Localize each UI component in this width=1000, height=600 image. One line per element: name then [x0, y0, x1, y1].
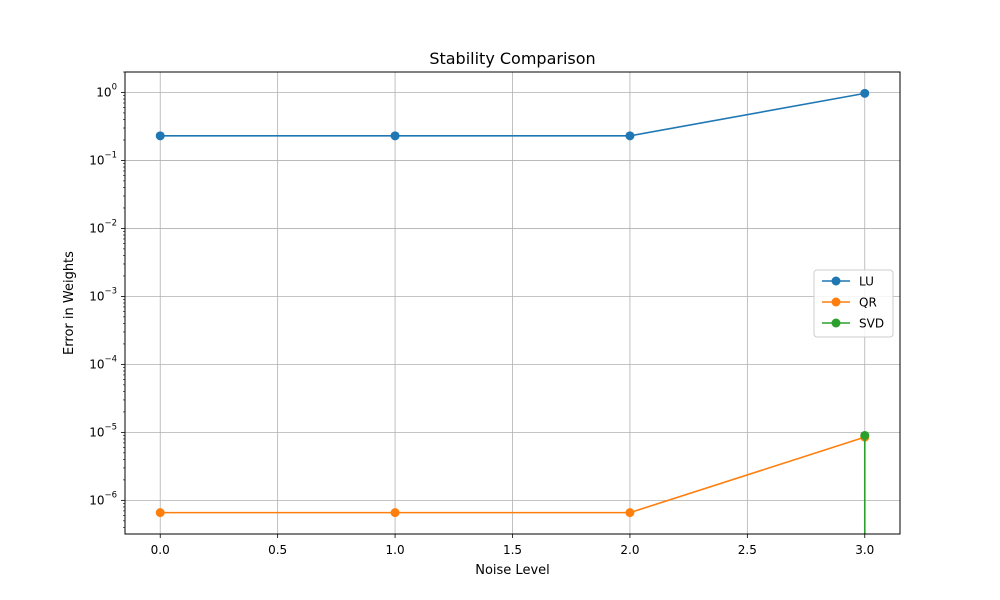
y-tick-base: 10 [96, 85, 111, 99]
y-tick-base: 10 [89, 493, 104, 507]
series-svd [860, 430, 870, 534]
y-tick-label: 10−3 [89, 286, 117, 303]
y-axis-label: Error in Weights [62, 251, 77, 355]
y-tick-base: 10 [89, 425, 104, 439]
legend-swatch-marker [831, 276, 841, 286]
chart-title: Stability Comparison [429, 49, 595, 68]
y-tick-base: 10 [89, 357, 104, 371]
y-tick-base: 10 [89, 153, 104, 167]
legend-swatch-marker [831, 318, 841, 328]
y-tick-label: 100 [96, 82, 117, 99]
series-lu [155, 88, 870, 141]
y-tick-exponent: −4 [104, 354, 117, 364]
y-tick-exponent: −1 [104, 150, 117, 160]
y-tick-label: 10−1 [89, 150, 117, 167]
data-point [155, 508, 165, 518]
y-tick-exponent: −6 [104, 490, 117, 500]
data-point [155, 131, 165, 141]
data-point [390, 508, 400, 518]
y-tick-exponent: −5 [104, 422, 117, 432]
series-qr [155, 432, 870, 518]
y-tick-exponent: −3 [104, 286, 117, 296]
x-axis-label: Noise Level [475, 563, 550, 578]
x-tick-label: 1.5 [503, 543, 522, 557]
legend-item: LU [822, 275, 874, 289]
y-tick-exponent: −2 [104, 218, 117, 228]
series-line [160, 92, 865, 137]
y-tick-exponent: 0 [112, 82, 117, 92]
legend-item: SVD [822, 317, 884, 331]
x-axis: 0.0 0.5 1.0 1.5 2.0 2.5 3.0 [151, 534, 874, 557]
x-tick-label: 1.0 [386, 543, 405, 557]
legend-item: QR [822, 296, 877, 310]
legend-label: LU [859, 275, 874, 289]
plot-area [124, 71, 901, 535]
legend: LU QR SVD [813, 269, 894, 338]
series-layer [155, 88, 870, 534]
legend-label: QR [859, 296, 877, 310]
x-tick-label: 3.0 [855, 543, 874, 557]
y-tick-label: 10−6 [89, 490, 117, 507]
y-tick-label: 10−4 [89, 354, 117, 371]
x-tick-label: 0.5 [268, 543, 287, 557]
data-point [625, 131, 635, 141]
series-line [160, 436, 866, 514]
legend-label: SVD [859, 317, 884, 331]
y-tick-label: 10−5 [89, 422, 117, 439]
x-tick-label: 2.0 [620, 543, 639, 557]
data-point [860, 430, 870, 440]
y-tick-base: 10 [89, 221, 104, 235]
y-tick-label: 10−2 [89, 218, 117, 235]
legend-swatch-marker [831, 297, 841, 307]
data-point [860, 88, 870, 98]
x-tick-label: 0.0 [151, 543, 170, 557]
data-point [390, 131, 400, 141]
data-point [625, 508, 635, 518]
y-tick-base: 10 [89, 289, 104, 303]
x-tick-label: 2.5 [738, 543, 757, 557]
